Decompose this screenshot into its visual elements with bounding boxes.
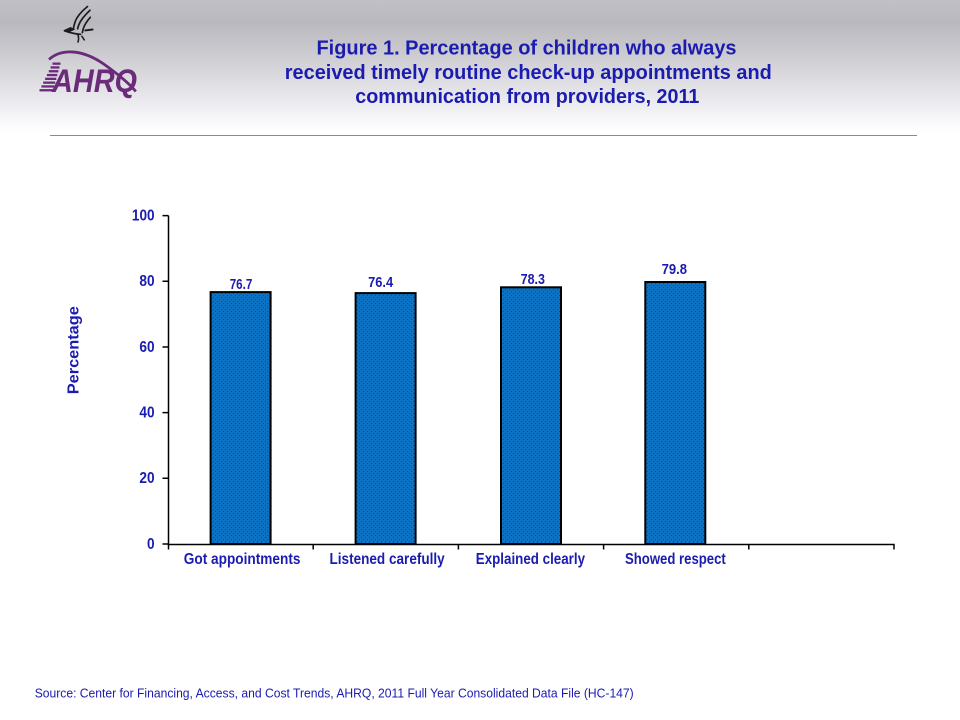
- svg-text:Percentage: Percentage: [66, 306, 83, 394]
- svg-text:20: 20: [139, 470, 154, 487]
- svg-text:100: 100: [132, 208, 155, 225]
- svg-text:79.8: 79.8: [662, 262, 687, 278]
- svg-text:0: 0: [147, 536, 155, 553]
- svg-text:AHRQ: AHRQ: [51, 63, 137, 99]
- svg-text:communication from providers,: communication from providers, 2011: [355, 86, 699, 108]
- svg-text:Got appointments: Got appointments: [184, 551, 301, 568]
- svg-text:40: 40: [139, 405, 154, 422]
- svg-text:60: 60: [139, 339, 154, 356]
- svg-text:received timely routine check-: received timely routine check-up appoint…: [285, 62, 772, 84]
- svg-text:78.3: 78.3: [521, 272, 545, 288]
- svg-text:Showed respect: Showed respect: [625, 551, 726, 568]
- svg-text:Figure 1. Percentage of childr: Figure 1. Percentage of children who alw…: [317, 37, 737, 59]
- svg-text:80: 80: [139, 273, 154, 290]
- svg-text:Source: Center for Financing,: Source: Center for Financing, Access, an…: [35, 685, 634, 700]
- svg-text:Explained clearly: Explained clearly: [476, 551, 585, 568]
- svg-text:Listened carefully: Listened carefully: [330, 551, 445, 568]
- svg-text:76.7: 76.7: [230, 277, 253, 293]
- svg-text:76.4: 76.4: [368, 275, 393, 291]
